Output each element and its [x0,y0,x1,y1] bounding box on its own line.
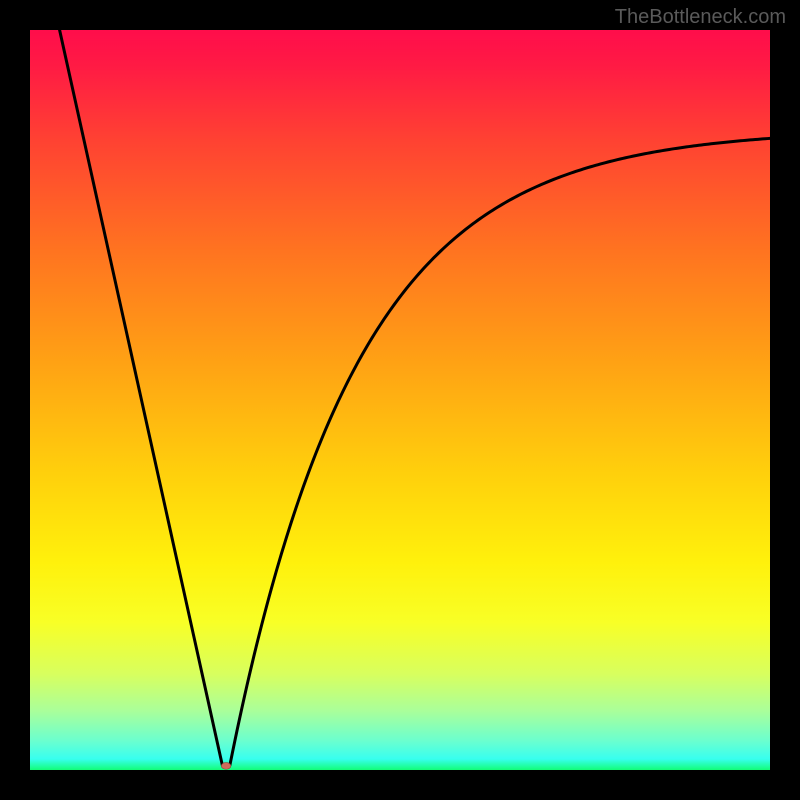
watermark-text: TheBottleneck.com [615,6,786,29]
chart-plot-region [30,30,770,770]
chart-svg [30,30,770,770]
curve-minimum-marker [221,763,231,770]
